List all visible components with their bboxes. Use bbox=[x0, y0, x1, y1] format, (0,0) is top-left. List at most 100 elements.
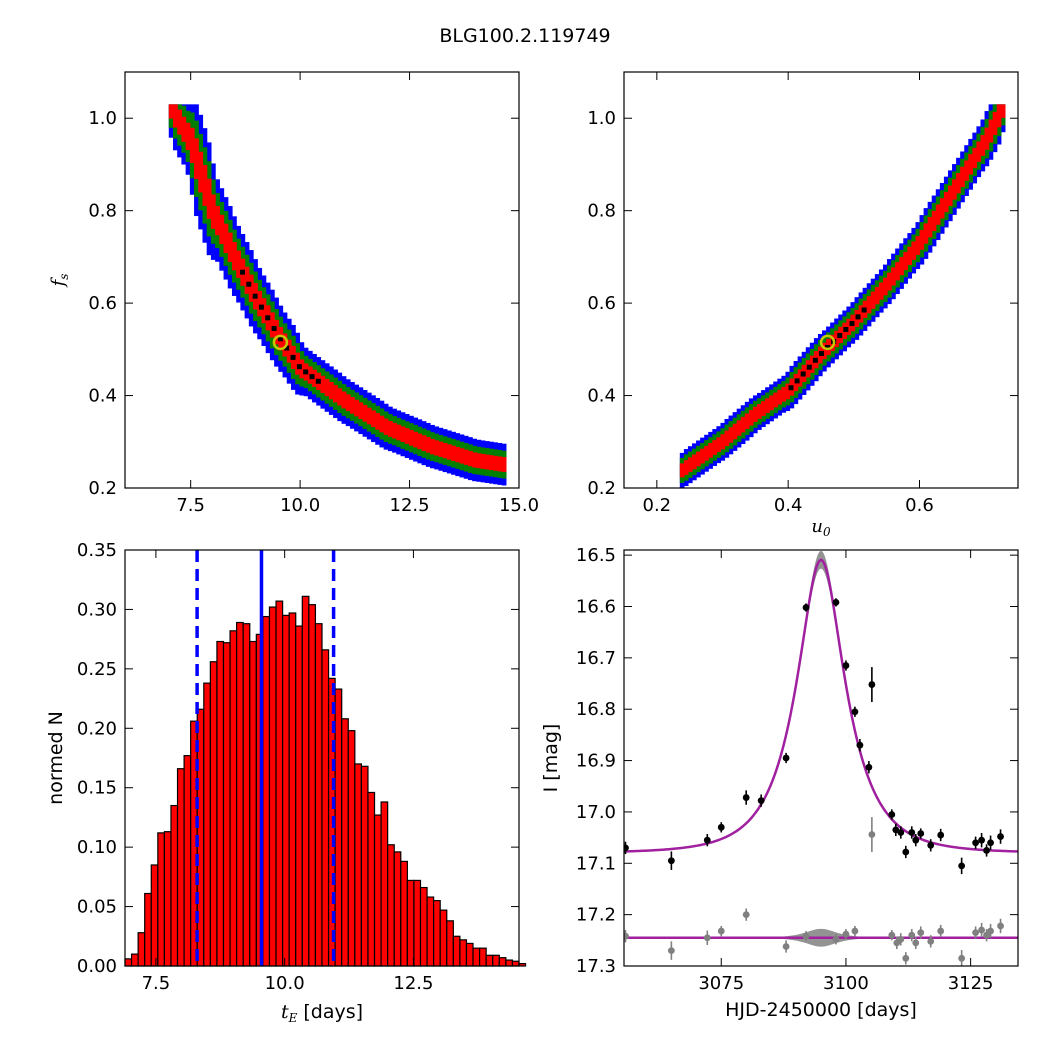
heatmap-cell-1sigma bbox=[371, 410, 376, 428]
y-tick-label: 0.35 bbox=[77, 540, 117, 561]
heatmap-cell-1sigma bbox=[777, 389, 782, 405]
heatmap-cell-1sigma bbox=[939, 198, 945, 219]
y-tick-label: 0.25 bbox=[77, 659, 117, 680]
data-point bbox=[703, 836, 711, 844]
svg-text:fs: fs bbox=[48, 274, 71, 289]
heatmap-cell-1sigma bbox=[980, 135, 986, 156]
y-tick-label: 0.6 bbox=[587, 293, 616, 314]
figure-title: BLG100.2.119749 bbox=[439, 25, 610, 47]
heatmap-cell-1sigma bbox=[392, 422, 397, 439]
data-point bbox=[717, 927, 725, 935]
heatmap-cell-1sigma bbox=[866, 296, 872, 314]
data-point bbox=[742, 911, 750, 919]
panel-lightcurve: 3075 3100 3125 16.5 16.6 16.7 16.8 16.9 17.0 17.1… bbox=[540, 545, 1019, 1021]
heatmap-cell-1sigma bbox=[716, 437, 722, 453]
heatmap-cell-1sigma bbox=[687, 457, 693, 473]
heatmap-cell-1sigma bbox=[172, 104, 178, 128]
heatmap-cell-1sigma bbox=[341, 391, 347, 409]
x-tick-label: 7.5 bbox=[142, 973, 171, 994]
data-point bbox=[927, 841, 935, 849]
heatmap-cell-max bbox=[849, 320, 855, 326]
heatmap-cell-1sigma bbox=[219, 214, 225, 245]
data-point bbox=[972, 929, 980, 937]
heatmap-cell-1sigma bbox=[442, 442, 448, 459]
heatmap-cell-1sigma bbox=[984, 127, 990, 150]
heatmap-cell-max bbox=[788, 385, 794, 391]
panel-hist-bars bbox=[124, 595, 527, 967]
histogram-bar bbox=[176, 768, 185, 967]
histogram-bar bbox=[419, 886, 428, 967]
histogram-bar bbox=[216, 640, 225, 967]
y-tick-label: 17.2 bbox=[576, 905, 616, 926]
data-point bbox=[703, 934, 711, 942]
heatmap-cell-1sigma bbox=[286, 339, 292, 363]
panel-lightcurve-ticks: 3075 3100 3125 16.5 16.6 16.7 16.8 16.9 17.0 17.1… bbox=[576, 545, 1018, 994]
data-point bbox=[842, 662, 850, 669]
heatmap-cell-max bbox=[246, 281, 252, 287]
histogram-bar bbox=[137, 932, 146, 967]
heatmap-cell-1sigma bbox=[451, 445, 456, 461]
panel-lightcurve-xlabel: HJD-2450000 [days] bbox=[725, 999, 917, 1021]
x-tick-label: 10.0 bbox=[280, 495, 320, 516]
panel-te-fs: 7.5 10.0 12.5 15.0 0.2 0.4 0.6 0.8 1.0 fs bbox=[48, 71, 539, 516]
heatmap-cell-1sigma bbox=[769, 395, 774, 411]
heatmap-cell-max bbox=[303, 369, 309, 375]
data-point bbox=[897, 935, 905, 943]
panel-lightcurve-model bbox=[624, 550, 1018, 947]
histogram-bar bbox=[459, 939, 468, 967]
data-point bbox=[902, 848, 910, 856]
heatmap-cell-1sigma bbox=[467, 450, 473, 467]
heatmap-cell-1sigma bbox=[822, 342, 827, 360]
heatmap-cell-1sigma bbox=[215, 205, 220, 236]
y-tick-label: 17.3 bbox=[576, 956, 616, 977]
heatmap-cell-1sigma bbox=[472, 452, 477, 468]
heatmap-cell-1sigma bbox=[425, 437, 431, 453]
data-point bbox=[851, 708, 859, 716]
data-point bbox=[868, 681, 876, 688]
data-point bbox=[757, 797, 765, 805]
heatmap-cell-max bbox=[806, 364, 812, 370]
heatmap-cell-max bbox=[296, 364, 302, 370]
histogram-bar bbox=[275, 600, 284, 967]
y-tick-label: 16.8 bbox=[576, 699, 616, 720]
heatmap-cell-1sigma bbox=[210, 194, 216, 229]
heatmap-cell-1sigma bbox=[194, 138, 199, 180]
data-point bbox=[997, 922, 1004, 930]
heatmap-cell-max bbox=[239, 269, 245, 275]
heatmap-cell-1sigma bbox=[383, 418, 389, 435]
panel-lightcurve-frame bbox=[623, 549, 1019, 967]
histogram-bar bbox=[242, 623, 251, 967]
heatmap-cell-1sigma bbox=[202, 165, 208, 206]
data-point bbox=[856, 741, 864, 749]
histogram-bar bbox=[222, 642, 231, 967]
heatmap-cell-1sigma bbox=[927, 217, 933, 238]
heatmap-cell-1sigma bbox=[227, 232, 233, 262]
heatmap-cell-max bbox=[843, 326, 849, 332]
panel-hist-ylabel: normed N bbox=[45, 711, 67, 805]
histogram-bar bbox=[334, 688, 343, 967]
heatmap-cell-1sigma bbox=[720, 434, 726, 450]
heatmap-cell-1sigma bbox=[858, 305, 864, 323]
heatmap-cell-1sigma bbox=[206, 178, 212, 219]
histogram-bar bbox=[479, 947, 487, 967]
heatmap-cell-1sigma bbox=[915, 236, 921, 255]
heatmap-cell-1sigma bbox=[455, 446, 461, 463]
data-point bbox=[958, 954, 966, 962]
heatmap-cell-1sigma bbox=[968, 154, 973, 175]
histogram-bar bbox=[373, 814, 382, 967]
panel-hist-xlabel: tE [days] bbox=[281, 1001, 363, 1025]
y-tick-label: 0.8 bbox=[88, 201, 117, 222]
heatmap-cell-1sigma bbox=[683, 460, 689, 475]
data-point bbox=[972, 839, 980, 847]
heatmap-cell-1sigma bbox=[189, 127, 195, 163]
data-point bbox=[888, 811, 896, 818]
x-tick-label: 0.2 bbox=[643, 495, 672, 516]
heatmap-cell-1sigma bbox=[700, 448, 705, 464]
histogram-bar bbox=[249, 640, 257, 967]
heatmap-cell-1sigma bbox=[748, 410, 754, 426]
x-tick-label: 3075 bbox=[698, 973, 744, 994]
panel-hist-ticks: 7.5 10.0 12.5 0.00 0.05 0.10 0.15 0.20 0.25 0.30 0… bbox=[77, 540, 519, 994]
heatmap-cell-1sigma bbox=[489, 455, 494, 471]
heatmap-cell-1sigma bbox=[744, 413, 750, 429]
